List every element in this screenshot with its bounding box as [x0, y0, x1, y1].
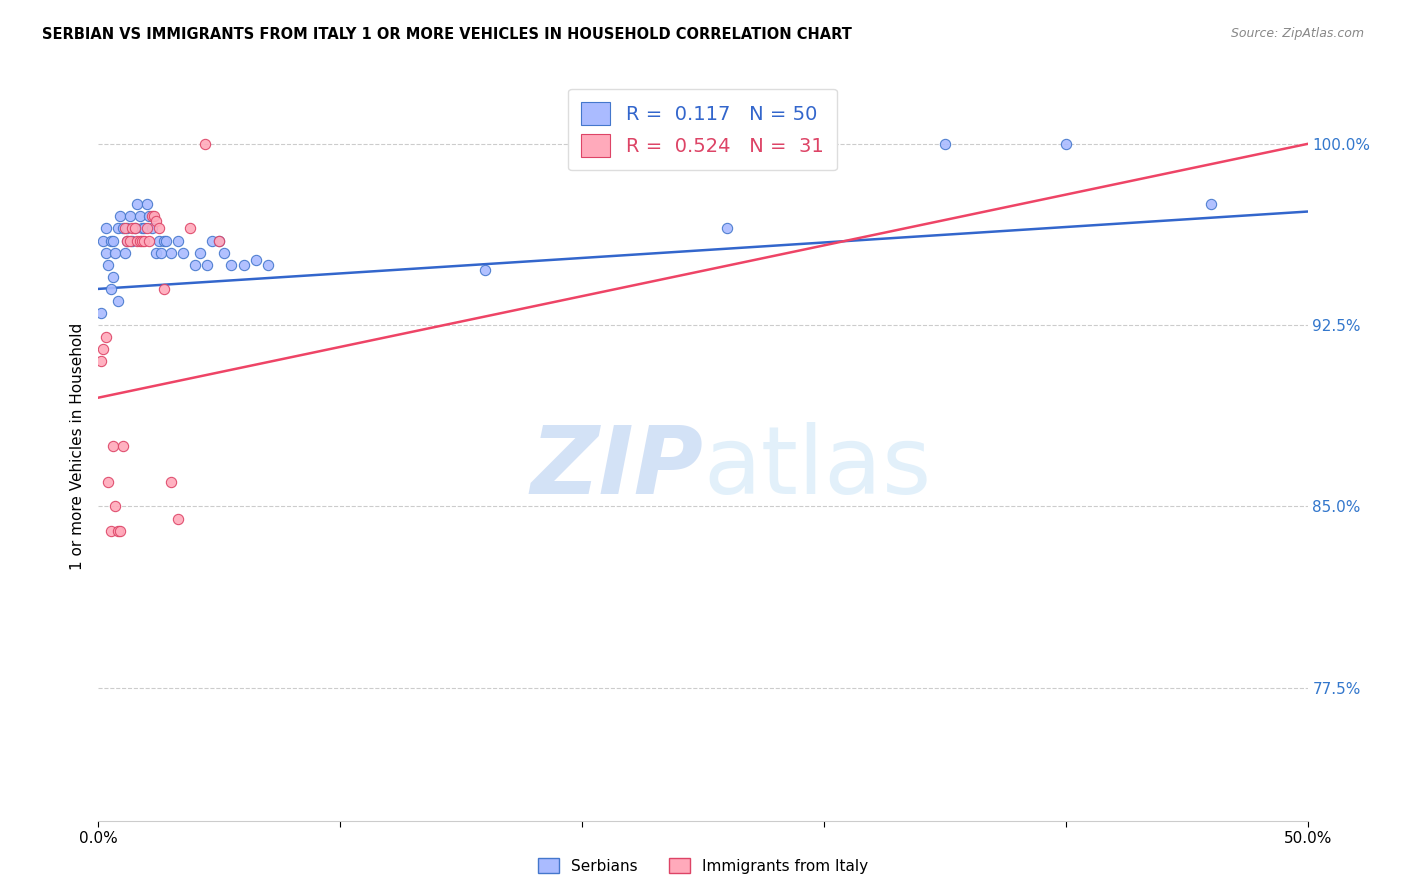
Point — [167, 234, 190, 248]
Point — [128, 210, 150, 224]
Point — [145, 214, 167, 228]
Point — [114, 245, 136, 260]
Y-axis label: 1 or more Vehicles in Household: 1 or more Vehicles in Household — [69, 322, 84, 570]
Point — [150, 245, 173, 260]
Point — [141, 221, 163, 235]
Point — [117, 234, 139, 248]
Point — [101, 234, 124, 248]
Point — [201, 234, 224, 248]
Point — [104, 245, 127, 260]
Point — [91, 343, 114, 357]
Point — [128, 234, 150, 248]
Point — [152, 234, 174, 248]
Point — [184, 258, 207, 272]
Point — [117, 234, 139, 248]
Point — [1054, 136, 1077, 151]
Point — [127, 197, 149, 211]
Point — [100, 234, 122, 248]
Point — [94, 221, 117, 235]
Point — [100, 282, 122, 296]
Point — [148, 234, 170, 248]
Point — [179, 221, 201, 235]
Point — [152, 282, 174, 296]
Point — [160, 475, 183, 490]
Point — [716, 221, 738, 235]
Point — [160, 245, 183, 260]
Point — [256, 258, 278, 272]
Point — [108, 524, 131, 538]
Point — [155, 234, 177, 248]
Point — [94, 245, 117, 260]
Point — [101, 439, 124, 453]
Point — [90, 306, 112, 320]
Point — [934, 136, 956, 151]
Point — [121, 221, 143, 235]
Point — [141, 210, 163, 224]
Point — [124, 221, 146, 235]
Point — [97, 475, 120, 490]
Point — [127, 234, 149, 248]
Point — [124, 221, 146, 235]
Point — [194, 136, 217, 151]
Point — [1199, 197, 1222, 211]
Point — [97, 258, 120, 272]
Point — [108, 210, 131, 224]
Point — [167, 511, 190, 525]
Point — [138, 234, 160, 248]
Point — [245, 252, 267, 267]
Point — [107, 221, 129, 235]
Point — [232, 258, 254, 272]
Point — [172, 245, 194, 260]
Point — [107, 524, 129, 538]
Point — [138, 210, 160, 224]
Point — [114, 221, 136, 235]
Point — [474, 262, 496, 277]
Text: atlas: atlas — [703, 423, 931, 515]
Point — [100, 524, 122, 538]
Point — [111, 221, 134, 235]
Text: Source: ZipAtlas.com: Source: ZipAtlas.com — [1230, 27, 1364, 40]
Point — [94, 330, 117, 344]
Point — [221, 258, 243, 272]
Text: SERBIAN VS IMMIGRANTS FROM ITALY 1 OR MORE VEHICLES IN HOUSEHOLD CORRELATION CHA: SERBIAN VS IMMIGRANTS FROM ITALY 1 OR MO… — [42, 27, 852, 42]
Point — [148, 221, 170, 235]
Point — [208, 234, 231, 248]
Point — [111, 439, 134, 453]
Point — [91, 234, 114, 248]
Point — [121, 234, 143, 248]
Point — [107, 293, 129, 308]
Legend: Serbians, Immigrants from Italy: Serbians, Immigrants from Italy — [531, 852, 875, 880]
Point — [208, 234, 231, 248]
Point — [135, 197, 157, 211]
Legend: R =  0.117   N = 50, R =  0.524   N =  31: R = 0.117 N = 50, R = 0.524 N = 31 — [568, 88, 838, 170]
Point — [134, 234, 156, 248]
Point — [135, 221, 157, 235]
Point — [90, 354, 112, 368]
Point — [134, 221, 156, 235]
Point — [104, 500, 127, 514]
Point — [212, 245, 235, 260]
Point — [131, 234, 153, 248]
Point — [145, 245, 167, 260]
Point — [143, 210, 166, 224]
Text: ZIP: ZIP — [530, 423, 703, 515]
Point — [117, 221, 139, 235]
Point — [118, 210, 141, 224]
Point — [118, 234, 141, 248]
Point — [101, 269, 124, 284]
Point — [131, 221, 153, 235]
Point — [188, 245, 211, 260]
Point — [195, 258, 218, 272]
